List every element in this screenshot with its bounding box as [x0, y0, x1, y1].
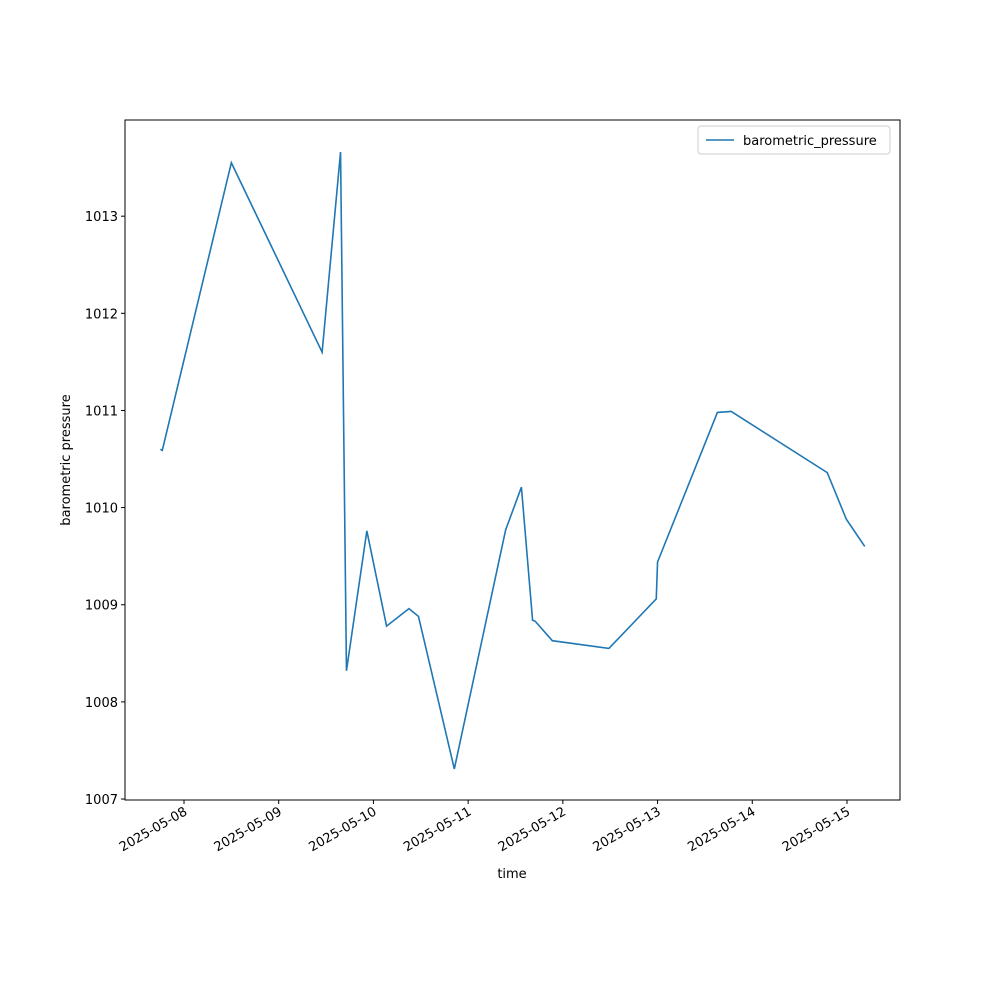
x-axis-label: time	[497, 867, 526, 882]
legend-label: barometric_pressure	[743, 134, 877, 149]
y-tick-label: 1009	[85, 599, 118, 614]
y-tick-label: 1010	[85, 502, 118, 517]
line	[159, 151, 866, 770]
y-tick-label: 1007	[85, 793, 118, 808]
y-tick-label: 1008	[85, 696, 118, 711]
plot-frame	[124, 119, 901, 801]
y-tick-label: 1011	[85, 404, 118, 419]
y-tick-label: 1012	[85, 307, 118, 322]
y-tick-label: 1013	[85, 210, 118, 225]
legend: barometric_pressure	[697, 125, 891, 155]
y-axis-label: barometric pressure	[59, 394, 74, 525]
legend-box	[697, 125, 891, 155]
